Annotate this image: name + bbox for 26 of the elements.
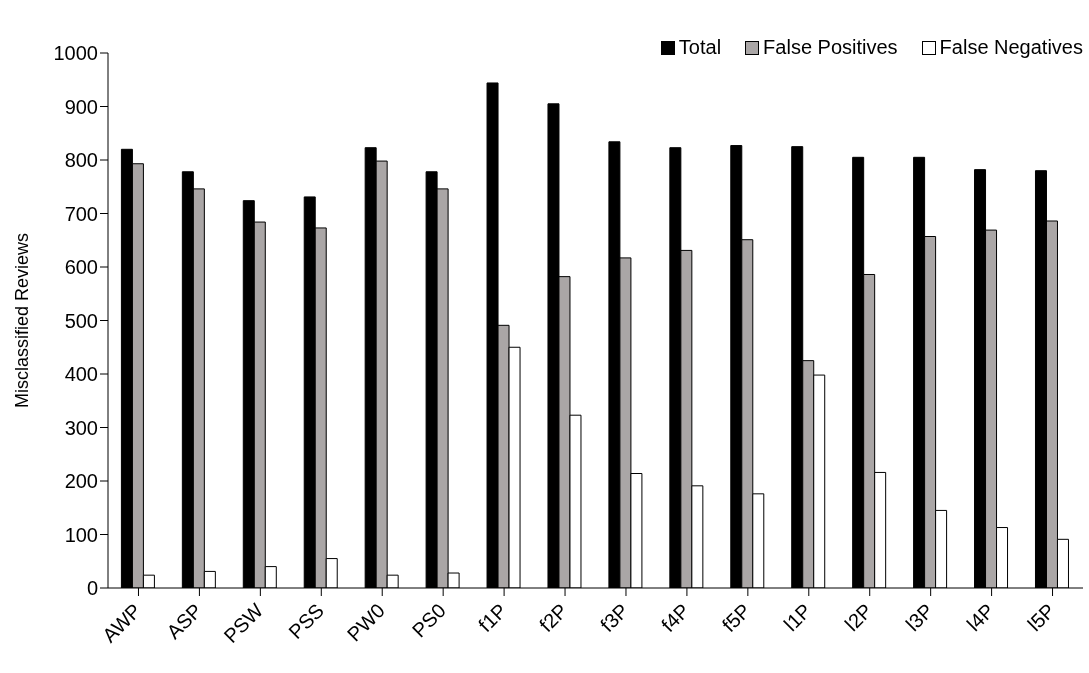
x-tick-label: f4P (656, 599, 694, 637)
legend-label: False Negatives (939, 36, 1083, 59)
x-tick-label: l2P (840, 599, 877, 636)
y-tick-label: 900 (64, 95, 98, 118)
legend-label: False Positives (763, 36, 898, 59)
y-tick-label: 600 (64, 256, 98, 279)
legend-label: Total (678, 36, 722, 59)
x-tick-label: l4P (962, 599, 999, 636)
y-tick-label: 700 (64, 202, 98, 225)
x-tick-label: f5P (717, 599, 755, 637)
y-axis-title: Misclassified Reviews (12, 232, 33, 409)
x-tick-label: PS0 (407, 599, 450, 642)
x-tick-label: f1P (474, 599, 511, 637)
y-tick-label: 1000 (53, 42, 98, 65)
x-tick-label: f2P (535, 599, 572, 637)
y-tick-label: 300 (64, 416, 98, 439)
x-tick-label: l3P (901, 599, 938, 636)
x-tick-label: l1P (779, 599, 816, 636)
y-tick-label: 200 (64, 470, 98, 493)
y-tick-label: 800 (64, 149, 98, 172)
x-tick-label: f3P (596, 599, 633, 637)
x-tick-label: l5P (1023, 599, 1060, 636)
y-tick-label: 500 (64, 309, 98, 332)
y-tick-label: 400 (64, 363, 98, 386)
y-tick-label: 100 (64, 523, 98, 546)
y-tick-label: 0 (86, 577, 98, 600)
